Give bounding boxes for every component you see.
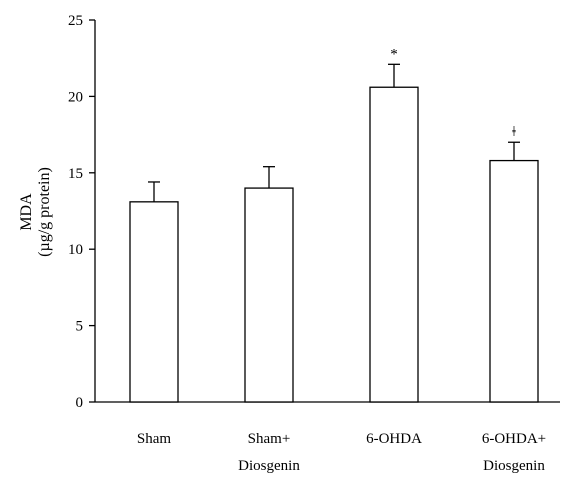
y-tick-label: 15 bbox=[68, 166, 83, 182]
y-tick-label: 10 bbox=[68, 242, 83, 258]
y-axis-label-line2: (µg/g protein) bbox=[36, 167, 53, 257]
x-category-label: Sham bbox=[137, 431, 172, 447]
bar bbox=[489, 159, 539, 403]
significance-marker: ǂ bbox=[512, 124, 516, 140]
bar bbox=[129, 201, 179, 403]
chart-labels: 0 5 10 15 20 25 Sham Sham+ Diosgenin * 6-OHDA ǂ 6-OH… bbox=[68, 13, 546, 474]
y-tick-label: 5 bbox=[76, 319, 84, 335]
y-tick-label: 25 bbox=[68, 13, 83, 29]
bar bbox=[244, 187, 294, 403]
bar bbox=[369, 86, 419, 403]
significance-marker: * bbox=[390, 46, 398, 62]
x-category-label: 6-OHDA+ bbox=[482, 431, 546, 447]
x-category-label: 6-OHDA bbox=[366, 431, 422, 447]
x-category-label: Sham+ bbox=[248, 431, 291, 447]
chart-bars bbox=[129, 63, 539, 403]
y-tick-label: 0 bbox=[76, 395, 84, 411]
x-category-label: Diosgenin bbox=[238, 458, 300, 474]
y-axis-title: MDA (µg/g protein) bbox=[18, 167, 53, 257]
x-category-label: Diosgenin bbox=[483, 458, 545, 474]
y-axis-label-line1: MDA bbox=[18, 193, 35, 231]
y-tick-label: 20 bbox=[68, 89, 83, 105]
